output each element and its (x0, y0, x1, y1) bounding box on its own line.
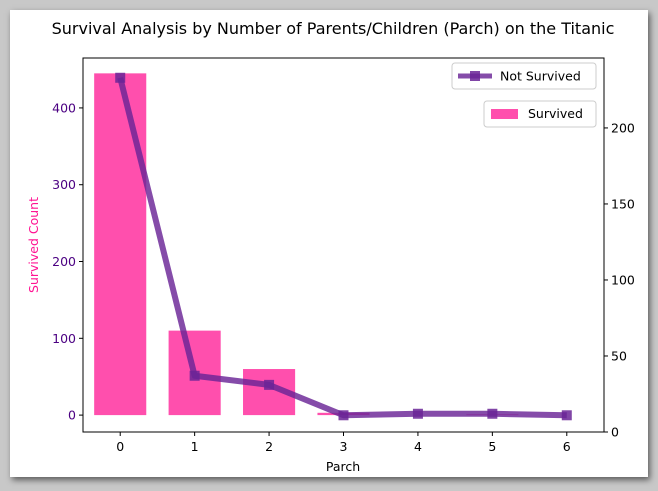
x-ticks: 0 1 2 3 4 5 6 (116, 432, 571, 454)
x-tick-label-3: 3 (340, 439, 348, 454)
right-y-ticks: 0 50 100 150 200 (604, 120, 635, 440)
not-survived-marker-3 (338, 410, 349, 421)
x-axis-label: Parch (326, 459, 360, 474)
x-tick-label-2: 2 (265, 439, 273, 454)
bar-0 (94, 73, 147, 416)
x-tick-label-6: 6 (563, 439, 571, 454)
not-survived-marker-0 (115, 72, 126, 83)
not-survived-marker-5 (487, 408, 498, 419)
not-survived-marker-2 (264, 379, 275, 390)
right-tick-label-150: 150 (611, 196, 635, 211)
not-survived-marker-1 (189, 370, 200, 381)
left-tick-label-400: 400 (52, 100, 76, 115)
x-tick-label-4: 4 (414, 439, 422, 454)
not-survived-marker-6 (561, 410, 572, 421)
legend-survived-label: Survived (528, 106, 583, 121)
right-tick-label-0: 0 (611, 425, 619, 440)
legend-not-survived-label: Not Survived (500, 69, 581, 84)
left-y-axis-label: Survived Count (26, 197, 41, 293)
legend-not-survived: Not Survived (451, 62, 597, 90)
x-tick-label-5: 5 (488, 439, 496, 454)
left-tick-label-100: 100 (52, 331, 76, 346)
left-tick-label-300: 300 (52, 177, 76, 192)
right-tick-label-50: 50 (611, 348, 627, 363)
not-survived-marker-4 (412, 408, 423, 419)
right-tick-label-200: 200 (611, 120, 635, 135)
left-y-ticks: 0 100 200 300 400 (52, 100, 83, 423)
x-tick-label-0: 0 (116, 439, 124, 454)
left-tick-label-200: 200 (52, 254, 76, 269)
chart-svg: Survival Analysis by Number of Parents/C… (26, 19, 635, 474)
line-layer (115, 72, 572, 421)
legend-bar-swatch (491, 109, 518, 119)
legend-survived: Survived (483, 100, 597, 128)
legend-line-marker (470, 71, 480, 81)
left-tick-label-0: 0 (68, 408, 76, 423)
chart-window: Survival Analysis by Number of Parents/C… (10, 10, 648, 477)
x-tick-label-1: 1 (191, 439, 199, 454)
right-tick-label-100: 100 (611, 272, 635, 287)
bars-layer (94, 73, 519, 416)
chart-title: Survival Analysis by Number of Parents/C… (52, 19, 615, 38)
